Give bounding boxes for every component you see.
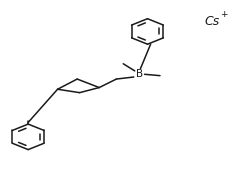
Text: Cs: Cs (205, 15, 220, 28)
Text: +: + (220, 10, 228, 19)
Text: B: B (135, 69, 143, 79)
